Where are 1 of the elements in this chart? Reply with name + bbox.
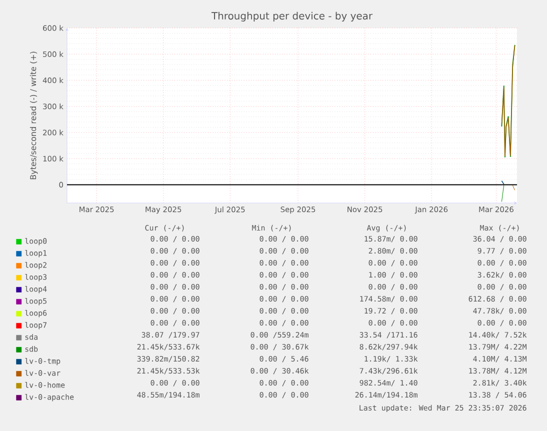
chart-title: Throughput per device - by year (211, 12, 373, 22)
